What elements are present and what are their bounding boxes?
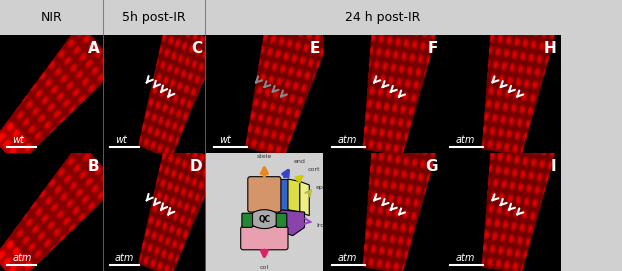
Text: D: D <box>190 159 202 174</box>
Text: E: E <box>310 41 320 56</box>
Text: I: I <box>550 159 556 174</box>
FancyBboxPatch shape <box>242 213 253 227</box>
Text: atm: atm <box>456 253 475 263</box>
Text: 5h post-IR: 5h post-IR <box>122 11 186 24</box>
Text: epi: epi <box>315 185 325 190</box>
Text: wt: wt <box>115 135 127 145</box>
Polygon shape <box>279 179 288 210</box>
Polygon shape <box>279 210 305 236</box>
Text: atm: atm <box>115 253 134 263</box>
Polygon shape <box>288 179 300 212</box>
Polygon shape <box>300 181 309 216</box>
Text: H: H <box>544 41 556 56</box>
FancyBboxPatch shape <box>276 213 287 227</box>
Text: stele: stele <box>257 154 272 159</box>
Ellipse shape <box>249 210 280 228</box>
Text: C: C <box>191 41 202 56</box>
Text: B: B <box>88 159 100 174</box>
Text: lrc: lrc <box>317 222 324 228</box>
Text: end: end <box>294 159 306 164</box>
Text: atm: atm <box>338 135 357 145</box>
Text: cort: cort <box>308 167 320 172</box>
Text: G: G <box>425 159 438 174</box>
Text: A: A <box>88 41 100 56</box>
Text: F: F <box>428 41 438 56</box>
Text: wt: wt <box>220 135 231 145</box>
Text: QC: QC <box>258 215 271 224</box>
FancyBboxPatch shape <box>248 177 281 212</box>
Text: atm: atm <box>338 253 357 263</box>
Text: atm: atm <box>456 135 475 145</box>
Text: 24 h post-IR: 24 h post-IR <box>345 11 420 24</box>
Text: atm: atm <box>12 253 32 263</box>
Text: wt: wt <box>12 135 24 145</box>
FancyBboxPatch shape <box>241 226 288 250</box>
Text: NIR: NIR <box>40 11 62 24</box>
Text: col: col <box>260 265 269 270</box>
